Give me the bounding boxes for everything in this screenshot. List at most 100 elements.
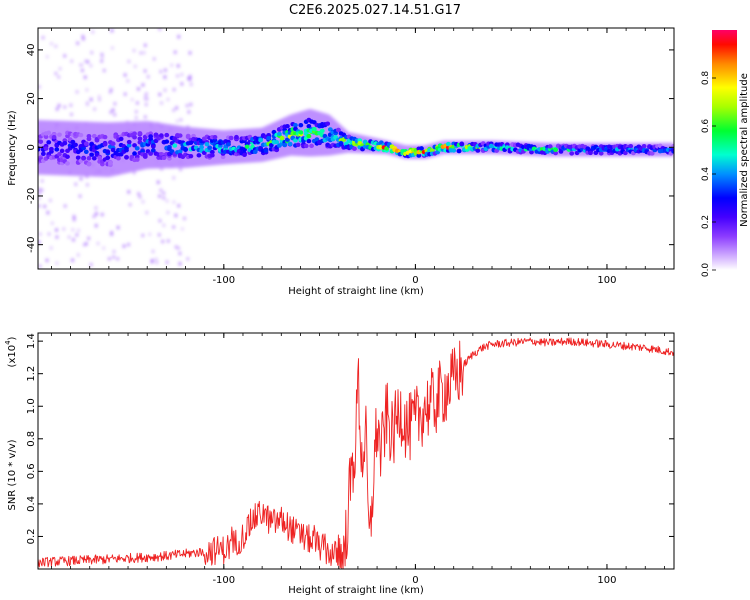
noise-cell bbox=[150, 260, 154, 264]
noise-cell bbox=[86, 183, 89, 187]
noise-cell bbox=[152, 57, 156, 61]
envelope-cell bbox=[107, 122, 111, 177]
noise-cell bbox=[89, 64, 93, 68]
ridge-cell bbox=[274, 139, 280, 145]
ridge-cell bbox=[553, 150, 559, 156]
noise-cell bbox=[123, 92, 127, 96]
spectrogram-axes: -100 0 100 -40 -20 0 20 40 bbox=[26, 28, 674, 286]
noise-cell bbox=[177, 64, 180, 68]
ridge-cell bbox=[242, 147, 247, 152]
noise-cell bbox=[163, 75, 167, 79]
ridge-cell bbox=[298, 130, 304, 135]
noise-cell bbox=[145, 92, 148, 96]
ridge-cell bbox=[456, 148, 462, 154]
noise-cell bbox=[162, 223, 166, 227]
noise-cell bbox=[144, 115, 147, 119]
noise-cell bbox=[113, 113, 116, 117]
noise-cell bbox=[81, 68, 84, 72]
noise-cell bbox=[96, 241, 100, 245]
noise-cell bbox=[141, 200, 145, 204]
envelope-cell bbox=[87, 121, 91, 177]
envelope-cell bbox=[257, 128, 261, 163]
envelope-cell bbox=[344, 130, 348, 153]
noise-cell bbox=[94, 206, 98, 210]
ridge-cell bbox=[547, 144, 553, 149]
ridge-cell bbox=[569, 151, 575, 156]
ridge-cell bbox=[207, 145, 213, 150]
ridge-cell bbox=[134, 154, 140, 159]
ridge-cell bbox=[309, 143, 314, 149]
noise-cell bbox=[112, 250, 116, 254]
ridge-cell bbox=[86, 156, 92, 161]
noise-cell bbox=[144, 43, 147, 47]
ridge-cell bbox=[164, 139, 170, 144]
ridge-cell bbox=[132, 135, 137, 140]
ridge-cell bbox=[110, 147, 116, 153]
noise-cell bbox=[51, 221, 54, 225]
noise-cell bbox=[38, 264, 42, 268]
noise-cell bbox=[185, 104, 189, 108]
noise-cell bbox=[102, 246, 105, 250]
ridge-cell bbox=[475, 148, 481, 153]
noise-cell bbox=[55, 107, 59, 111]
ridge-cell bbox=[40, 151, 46, 156]
noise-cell bbox=[63, 54, 66, 58]
noise-cell bbox=[161, 240, 164, 244]
noise-cell bbox=[38, 188, 41, 192]
ridge-cell bbox=[263, 148, 269, 153]
envelope-cell bbox=[234, 129, 238, 164]
noise-cell bbox=[172, 108, 175, 112]
noise-cell bbox=[142, 51, 146, 55]
noise-cell bbox=[137, 87, 140, 91]
spectrogram-marks bbox=[38, 28, 674, 268]
noise-cell bbox=[179, 118, 183, 122]
noise-cell bbox=[183, 216, 186, 220]
x-tick-label: 0 bbox=[412, 275, 418, 286]
ridge-cell bbox=[150, 148, 156, 153]
envelope-cell bbox=[277, 119, 281, 159]
noise-cell bbox=[83, 243, 86, 247]
ridge-cell bbox=[148, 134, 154, 139]
noise-cell bbox=[85, 242, 88, 246]
ridge-cell bbox=[158, 133, 164, 138]
envelope-cell bbox=[64, 120, 68, 176]
ridge-cell bbox=[46, 140, 52, 145]
ridge-cell bbox=[293, 138, 298, 143]
noise-cell bbox=[151, 249, 155, 253]
envelope-cell bbox=[135, 121, 139, 171]
ridge-cell bbox=[649, 151, 655, 156]
ridge-cell bbox=[352, 146, 357, 151]
noise-cell bbox=[69, 103, 73, 107]
noise-cell bbox=[55, 228, 58, 232]
noise-cell bbox=[71, 258, 74, 262]
ridge-cell bbox=[287, 141, 293, 147]
noise-cell bbox=[144, 103, 148, 107]
envelope-cell bbox=[388, 141, 392, 155]
y-tick-label: -20 bbox=[26, 188, 37, 204]
ridge-cell bbox=[83, 141, 89, 146]
envelope-cell bbox=[84, 121, 88, 177]
noise-cell bbox=[91, 30, 95, 34]
noise-cell bbox=[47, 232, 51, 236]
noise-cell bbox=[113, 102, 117, 106]
ridge-cell bbox=[134, 146, 140, 151]
noise-cell bbox=[116, 226, 120, 230]
ridge-cell bbox=[132, 151, 137, 156]
ridge-cell bbox=[89, 152, 95, 157]
ridge-cell bbox=[268, 142, 274, 148]
noise-cell bbox=[86, 60, 90, 64]
ridge-cell bbox=[598, 151, 604, 156]
ridge-cell bbox=[97, 155, 103, 161]
envelope-cell bbox=[227, 129, 231, 165]
envelope-cell bbox=[185, 127, 189, 168]
ridge-cell bbox=[126, 139, 132, 145]
noise-cell bbox=[167, 239, 170, 243]
colorbar-tick-label: 0.0 bbox=[701, 263, 711, 278]
ridge-cell bbox=[282, 142, 288, 148]
ridge-cell bbox=[220, 154, 226, 160]
noise-cell bbox=[50, 42, 53, 46]
noise-cell bbox=[62, 227, 66, 231]
envelope-cell bbox=[369, 137, 373, 154]
ridge-cell bbox=[285, 124, 290, 129]
noise-cell bbox=[87, 236, 90, 240]
